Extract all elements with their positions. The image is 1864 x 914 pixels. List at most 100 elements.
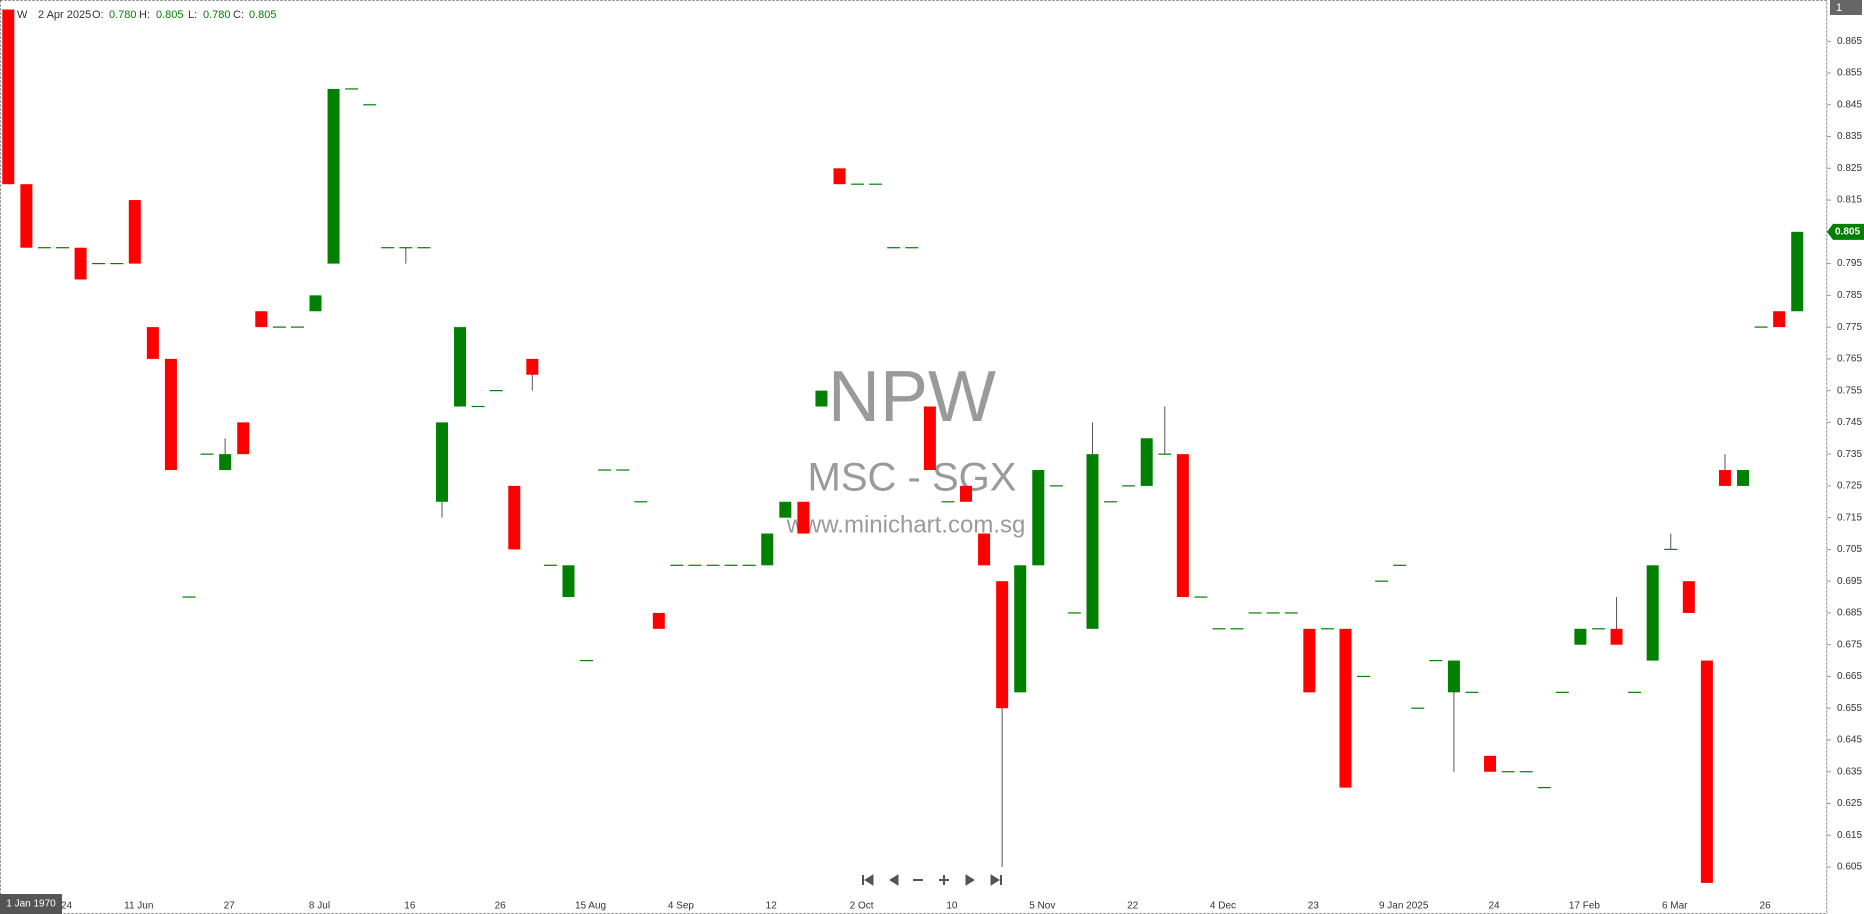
x-tick-label: 9 Jan 2025 [1379,901,1429,912]
y-tick-label: 0.675 [1837,639,1862,650]
nav-prev[interactable] [889,874,899,886]
candle-body [128,200,141,264]
candle-body [1682,581,1695,613]
watermark-exchange: MSC - SGX [808,456,1017,500]
x-tick-label: 23 [1308,901,1320,912]
x-tick-label: 11 Jun [124,901,153,912]
last-price-label: 0.805 [1835,226,1860,237]
y-tick-label: 0.785 [1837,290,1862,301]
x-tick-label: 26 [495,901,507,912]
x-tick-label: 10 [946,901,958,912]
candle-body [797,501,810,534]
x-tick-label: 12 [766,901,778,912]
y-tick-label: 0.605 [1837,862,1862,873]
legend-date: 2 Apr 2025 [38,9,91,21]
last-price-badge [1827,223,1864,240]
y-tick-label: 0.765 [1837,354,1862,365]
candle-body [996,581,1009,709]
candle-body [652,612,665,629]
x-tick-label: 17 Feb [1569,901,1601,912]
y-tick-label: 0.815 [1837,195,1862,206]
candle-body [219,454,232,471]
candle-body [237,422,250,455]
y-tick-label: 0.735 [1837,449,1862,460]
watermark-symbol: NPW [828,357,996,437]
candle-body [309,295,322,312]
legend-value: 0.780 [203,9,231,21]
candle-body [508,485,521,550]
candle-body [1718,470,1731,486]
candle-body [1737,470,1750,486]
y-tick-label: 0.745 [1837,417,1862,428]
nav-buttons [862,874,1002,886]
legend-value: 0.805 [249,9,277,21]
y-tick-label: 0.655 [1837,703,1862,714]
x-tick-label: 5 Nov [1029,901,1055,912]
y-tick-label: 0.855 [1837,68,1862,79]
y-tick-label: 0.795 [1837,258,1862,269]
x-tick-label: 26 [1760,901,1772,912]
date-badge [0,894,62,914]
y-tick-label: 0.865 [1837,36,1862,47]
y-tick-label: 0.755 [1837,385,1862,396]
candle-body [2,9,15,185]
candle-body [526,358,539,375]
x-tick-label: 24 [1488,901,1500,912]
y-tick-label: 0.695 [1837,576,1862,587]
candle-body [1574,628,1587,645]
candle-body [1447,660,1460,693]
candle-body [454,327,467,407]
candle-body [1700,660,1713,883]
x-tick-label: 16 [404,901,416,912]
candle-body [164,358,177,471]
y-tick-label: 0.645 [1837,735,1862,746]
candle-body [1303,628,1316,693]
nav-first[interactable] [862,874,874,886]
y-tick-label: 0.715 [1837,512,1862,523]
legend-value: 0.805 [156,9,184,21]
legend-value: 0.780 [109,9,137,21]
candle-body [74,247,87,280]
candle-body [1646,565,1659,661]
x-tick-label: 8 Jul [309,901,330,912]
nav-next[interactable] [965,874,975,886]
nav-last[interactable] [990,874,1002,886]
x-tick-label: 4 Dec [1210,901,1236,912]
candle-body [1773,311,1786,328]
candle-body [255,311,268,328]
pane-badge-text: 1 [1836,2,1842,14]
x-tick-label: 6 Mar [1662,901,1688,912]
x-tick-label: 15 Aug [575,901,606,912]
pane-badge [1830,0,1862,15]
y-tick-label: 0.625 [1837,798,1862,809]
candle-body [435,422,448,502]
y-tick-label: 0.615 [1837,830,1862,841]
y-tick-label: 0.775 [1837,322,1862,333]
x-tick-label: 27 [224,901,236,912]
y-tick-label: 0.705 [1837,544,1862,555]
candle-body [833,168,846,185]
legend-label: L: [188,9,197,21]
y-tick-label: 0.825 [1837,163,1862,174]
candle-body [1032,470,1045,566]
candle-body [960,485,973,502]
y-tick-label: 0.845 [1837,99,1862,110]
candle-body [1610,628,1623,645]
candles [2,9,1804,883]
candle-body [1140,438,1153,486]
candle-body [1086,454,1099,629]
x-tick-label: 2 Oct [850,901,874,912]
y-tick-label: 0.835 [1837,131,1862,142]
candle-body [1014,565,1027,693]
candle-body [1484,755,1497,772]
candle-body [761,533,774,566]
x-tick-label: 24 [61,901,73,912]
x-tick-label: 22 [1127,901,1139,912]
candle-body [20,184,33,248]
date-badge-text: 1 Jan 1970 [6,899,56,910]
y-tick-label: 0.665 [1837,671,1862,682]
nav-zoom-in[interactable] [939,875,949,885]
candle-body [562,565,575,598]
candle-body [978,533,991,566]
